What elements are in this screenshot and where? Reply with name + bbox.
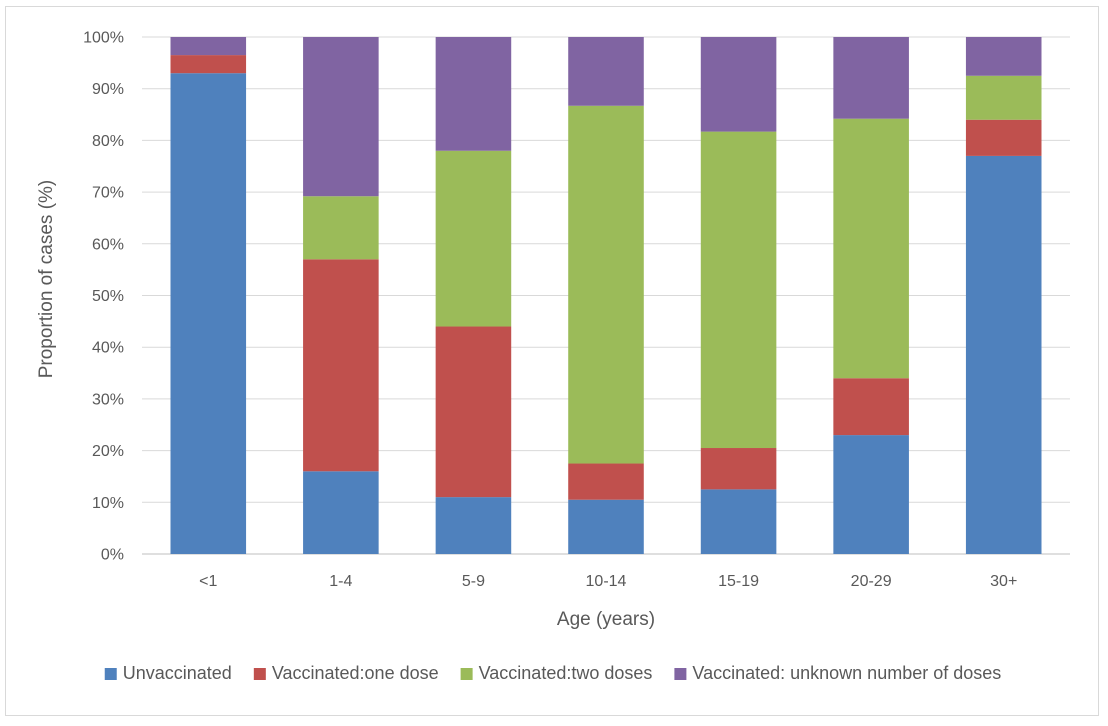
bar-segment (965, 75, 1042, 120)
legend-item: Unvaccinated (104, 663, 232, 683)
bar-segment (965, 37, 1042, 76)
y-tick-labels: 0% 10% 20% 30% 40% 50% 60% 70% 80% 90% 100% (83, 30, 124, 564)
y-tick-label: 40% (92, 340, 124, 357)
y-tick-label: 30% (92, 391, 124, 408)
bar-segment (700, 131, 777, 449)
stacked-bar-chart: 0% 10% 20% 30% 40% 50% 60% 70% 80% 90% 100% <1 1-4 5… (36, 30, 1070, 683)
bar-segment (700, 448, 777, 490)
bar-segment (435, 497, 512, 554)
bar-segment (170, 37, 247, 56)
x-tick-labels: <1 1-4 5-9 10-14 15-19 20-29 30+ (199, 573, 1017, 590)
bar-segment (303, 37, 379, 197)
legend-swatch (104, 668, 117, 680)
x-tick-label: <1 (199, 573, 217, 590)
bar-segment (568, 105, 644, 464)
bar-segment (965, 119, 1042, 156)
legend-label: Vaccinated: unknown number of doses (692, 663, 1001, 683)
legend-swatch (674, 668, 687, 680)
y-tick-label: 80% (92, 133, 124, 150)
bar-segment (700, 489, 777, 554)
y-tick-label: 60% (92, 236, 124, 253)
bar-segment (833, 118, 909, 379)
y-tick-label: 20% (92, 443, 124, 460)
bar-segment (435, 326, 512, 498)
x-tick-label: 1-4 (329, 573, 352, 590)
bar-segment (170, 55, 247, 74)
bar-segment (833, 435, 909, 554)
legend-swatch (460, 668, 473, 680)
bar-segment (170, 73, 247, 554)
y-axis-title: Proportion of cases (%) (36, 180, 57, 379)
bar-segment (833, 37, 909, 119)
x-tick-label: 15-19 (718, 573, 759, 590)
x-tick-label: 20-29 (851, 573, 892, 590)
legend-label: Unvaccinated (123, 663, 232, 683)
bar-segment (435, 150, 512, 327)
legend-label: Vaccinated:one dose (272, 663, 439, 683)
bar-segment (965, 155, 1042, 554)
y-tick-label: 70% (92, 185, 124, 202)
bar-segment (568, 499, 644, 554)
x-tick-label: 5-9 (462, 573, 485, 590)
legend-label: Vaccinated:two doses (479, 663, 653, 683)
bar-segment (435, 37, 512, 151)
bar-segment (303, 196, 379, 260)
legend-swatch (253, 668, 266, 680)
y-tick-label: 50% (92, 288, 124, 305)
x-tick-label: 30+ (990, 573, 1017, 590)
y-tick-label: 10% (92, 495, 124, 512)
bar-segment (700, 37, 777, 132)
y-tick-label: 90% (92, 81, 124, 98)
y-tick-label: 0% (101, 547, 124, 564)
bars (170, 37, 1042, 554)
bar-segment (303, 471, 379, 554)
y-tick-label: 100% (83, 30, 124, 47)
legend-item: Vaccinated: unknown number of doses (674, 663, 1001, 683)
bar-segment (568, 37, 644, 106)
bar-segment (303, 259, 379, 472)
x-tick-label: 10-14 (586, 573, 627, 590)
x-axis-title: Age (years) (557, 609, 655, 630)
legend-item: Vaccinated:one dose (253, 663, 439, 683)
bar-segment (833, 378, 909, 436)
legend-item: Vaccinated:two doses (460, 663, 653, 683)
bar-segment (568, 463, 644, 500)
chart-frame: 0% 10% 20% 30% 40% 50% 60% 70% 80% 90% 100% <1 1-4 5… (5, 6, 1099, 716)
legend: Unvaccinated Vaccinated:one dose Vaccinate… (104, 663, 1001, 683)
